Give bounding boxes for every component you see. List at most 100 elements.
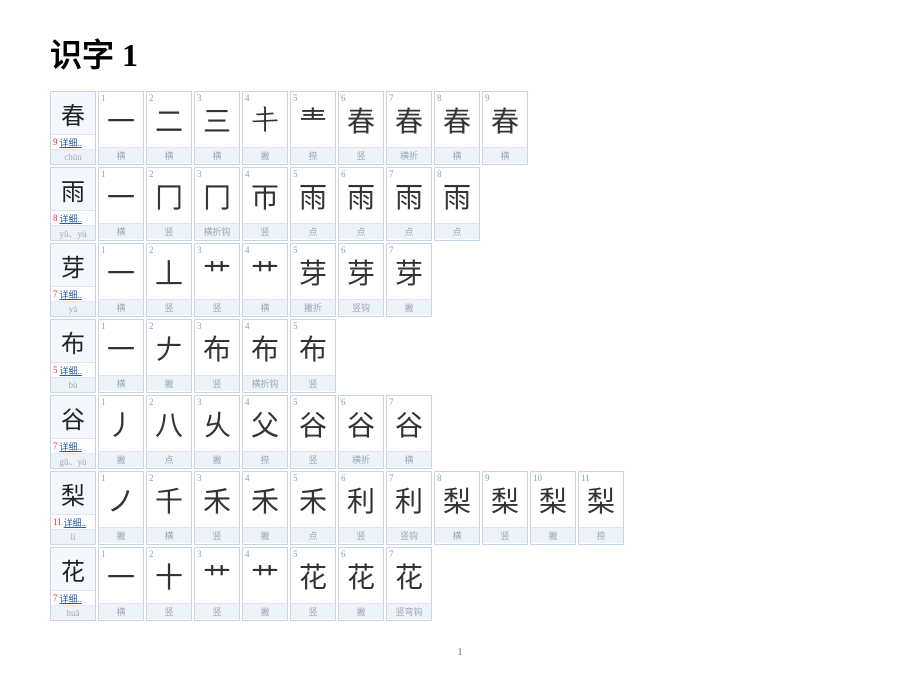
stroke-box: 4帀 [243,168,287,223]
stroke-box: 3三 [195,92,239,147]
char-row: 花7详细..huā1一横2十竖3艹竖4艹撇5花竖6花撇7花竖弯钩 [50,547,870,621]
stroke-name-label: 横 [99,147,143,163]
stroke-cell: 2八点 [146,395,192,469]
char-meta: 7详细.. [51,591,95,606]
detail-link[interactable]: 详细.. [60,136,83,149]
stroke-box: 5禾 [291,472,335,527]
stroke-glyph: 梨 [435,472,479,527]
stroke-name-label: 横 [99,223,143,239]
stroke-box: 9春 [483,92,527,147]
stroke-glyph: 𰀁 [243,92,287,147]
char-head-cell: 梨11详细..lí [50,471,96,545]
stroke-name-label: 横 [435,147,479,163]
char-meta: 5详细.. [51,363,95,378]
stroke-name-label: 竖 [291,375,335,391]
stroke-box: 1一 [99,548,143,603]
stroke-cell: 3冂横折钩 [194,167,240,241]
stroke-cell: 4父捺 [242,395,288,469]
detail-link[interactable]: 详细.. [60,364,83,377]
stroke-box: 5谷 [291,396,335,451]
stroke-name-label: 撇 [531,527,575,543]
char-meta: 9详细.. [51,135,95,150]
stroke-glyph: 乆 [195,396,239,451]
stroke-name-label: 点 [147,451,191,467]
char-head-cell: 雨8详细..yǔ、yù [50,167,96,241]
stroke-glyph: 一 [99,92,143,147]
stroke-glyph: 禾 [195,472,239,527]
stroke-glyph: 梨 [579,472,623,527]
stroke-box: 8雨 [435,168,479,223]
detail-link[interactable]: 详细.. [64,516,87,529]
stroke-cell: 6利竖 [338,471,384,545]
stroke-name-label: 点 [339,223,383,239]
stroke-box: 7谷 [387,396,431,451]
stroke-cell: 2千横 [146,471,192,545]
stroke-name-label: 竖 [195,299,239,315]
stroke-glyph: 雨 [339,168,383,223]
stroke-box: 4艹 [243,548,287,603]
stroke-box: 8梨 [435,472,479,527]
stroke-count: 7 [53,289,58,299]
stroke-cell: 9梨竖 [482,471,528,545]
stroke-glyph: 艹 [243,548,287,603]
stroke-glyph: 禾 [243,472,287,527]
stroke-box: 4父 [243,396,287,451]
stroke-cell: 6春竖 [338,91,384,165]
stroke-glyph: 龶 [291,92,335,147]
stroke-box: 3艹 [195,244,239,299]
stroke-cell: 2二横 [146,91,192,165]
stroke-cell: 5谷竖 [290,395,336,469]
stroke-glyph: 雨 [291,168,335,223]
stroke-name-label: 点 [387,223,431,239]
stroke-box: 6雨 [339,168,383,223]
stroke-cell: 5龶捺 [290,91,336,165]
stroke-glyph: 花 [291,548,335,603]
detail-link[interactable]: 详细.. [60,288,83,301]
stroke-glyph: 冂 [195,168,239,223]
stroke-glyph: 一 [99,244,143,299]
stroke-name-label: 横折钩 [195,223,239,239]
detail-link[interactable]: 详细.. [60,212,83,225]
stroke-name-label: 竖 [291,451,335,467]
stroke-name-label: 横 [387,451,431,467]
stroke-name-label: 横 [147,147,191,163]
stroke-glyph: 十 [147,548,191,603]
stroke-cell: 2十竖 [146,547,192,621]
pinyin-label: lí [51,530,95,544]
stroke-box: 1丿 [99,396,143,451]
stroke-cell: 9春横 [482,91,528,165]
pinyin-label: yǔ、yù [51,226,95,240]
stroke-glyph: 春 [435,92,479,147]
stroke-box: 7花 [387,548,431,603]
stroke-box: 3乆 [195,396,239,451]
stroke-box: 7利 [387,472,431,527]
stroke-name-label: 捺 [291,147,335,163]
stroke-name-label: 横折 [339,451,383,467]
stroke-name-label: 竖弯钩 [387,603,431,619]
stroke-box: 5花 [291,548,335,603]
stroke-glyph: 一 [99,168,143,223]
stroke-box: 5龶 [291,92,335,147]
stroke-name-label: 捺 [579,527,623,543]
stroke-glyph: 梨 [483,472,527,527]
stroke-glyph: 八 [147,396,191,451]
char-glyph: 花 [51,548,95,591]
stroke-glyph: 春 [387,92,431,147]
char-glyph: 春 [51,92,95,135]
stroke-cell: 3艹竖 [194,243,240,317]
stroke-cell: 6芽竖钩 [338,243,384,317]
stroke-glyph: 艹 [195,244,239,299]
detail-link[interactable]: 详细.. [60,592,83,605]
stroke-cell: 5禾点 [290,471,336,545]
stroke-count: 9 [53,137,58,147]
stroke-count: 11 [53,517,62,527]
stroke-cell: 4艹横 [242,243,288,317]
stroke-box: 2千 [147,472,191,527]
stroke-box: 2𠂇 [147,320,191,375]
char-head-cell: 布5详细..bù [50,319,96,393]
stroke-name-label: 竖钩 [387,527,431,543]
stroke-name-label: 竖 [147,603,191,619]
detail-link[interactable]: 详细.. [60,440,83,453]
stroke-box: 1一 [99,244,143,299]
page-number: 1 [50,646,870,658]
